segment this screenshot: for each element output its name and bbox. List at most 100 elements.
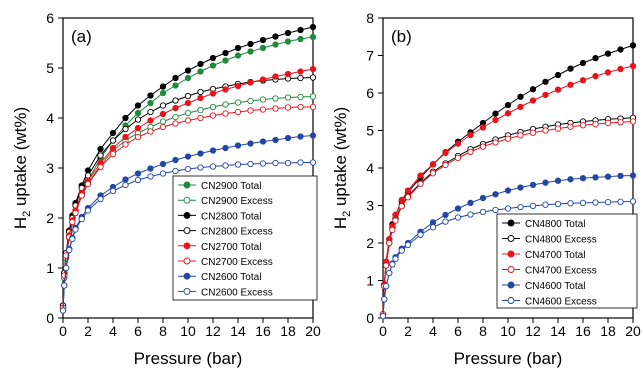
series-point <box>629 172 637 179</box>
series-point <box>297 26 304 34</box>
series-point <box>579 59 587 67</box>
series-point <box>222 144 229 152</box>
series-point <box>222 101 229 108</box>
series-point <box>604 50 612 57</box>
series-point <box>134 109 142 117</box>
series-point <box>159 110 167 118</box>
series-point <box>389 261 396 268</box>
series-point <box>404 241 412 249</box>
y-tick-label: 6 <box>366 85 374 101</box>
series-point <box>184 92 192 100</box>
series-point <box>309 65 317 73</box>
x-tick-label: 20 <box>625 323 641 339</box>
series-point <box>297 35 304 43</box>
series-point <box>209 90 217 97</box>
series-point <box>122 114 129 122</box>
x-axis-label: Pressure (bar) <box>134 349 243 368</box>
series-point <box>382 282 390 290</box>
series-point <box>97 152 104 159</box>
series-point <box>209 163 217 170</box>
x-tick-label: 0 <box>59 323 67 339</box>
series-point <box>309 159 317 166</box>
series-point <box>259 106 267 113</box>
series-point <box>284 104 292 111</box>
series-point <box>247 140 254 147</box>
series-point <box>579 174 587 182</box>
y-tick-label: 0 <box>366 310 374 326</box>
series-point <box>209 62 217 69</box>
y-tick-label: 1 <box>366 273 374 289</box>
legend-marker <box>183 242 191 250</box>
series-point <box>66 246 73 254</box>
legend-marker <box>507 235 515 242</box>
series-point <box>309 103 317 111</box>
series-point <box>467 148 474 156</box>
series-point <box>209 147 217 154</box>
series-point <box>398 196 405 204</box>
series-point <box>234 161 242 168</box>
series-point <box>454 154 462 162</box>
series-point <box>78 192 85 199</box>
series-point <box>429 224 437 231</box>
series-point <box>69 218 76 226</box>
series-point <box>197 164 204 171</box>
series-point <box>184 165 192 173</box>
x-tick-label: 20 <box>305 323 321 339</box>
series-point <box>554 125 562 132</box>
legend-marker <box>507 281 515 289</box>
series-point <box>479 124 487 131</box>
x-tick-label: 14 <box>230 323 246 339</box>
series-point <box>84 180 92 188</box>
series-point <box>492 139 499 146</box>
series-point <box>284 38 292 45</box>
x-tick-label: 6 <box>454 323 462 339</box>
series-point <box>172 82 179 89</box>
series-point <box>454 205 462 212</box>
series-point <box>504 205 512 212</box>
legend-marker <box>183 257 191 265</box>
series-point <box>492 191 499 198</box>
y-tick-label: 4 <box>46 110 54 126</box>
series-point <box>197 88 204 96</box>
series-point <box>134 133 142 141</box>
series-point <box>429 170 437 177</box>
series-point <box>184 153 192 160</box>
legend-label: CN4600 Total <box>525 281 585 292</box>
series-point <box>297 103 304 111</box>
series-point <box>554 86 562 93</box>
legend-marker <box>183 211 191 219</box>
series-point <box>309 23 317 31</box>
series-point <box>222 57 229 64</box>
series-point <box>147 128 154 135</box>
x-tick-label: 4 <box>109 323 117 339</box>
series-point <box>404 194 412 201</box>
series-point <box>222 49 229 57</box>
series-point <box>272 41 279 48</box>
legend-marker <box>183 196 191 204</box>
series-point <box>259 96 267 103</box>
series-point <box>147 92 154 99</box>
series-point <box>617 65 624 73</box>
series-point <box>542 201 549 208</box>
series-point <box>517 93 524 100</box>
series-point <box>272 33 279 40</box>
series-point <box>247 48 254 55</box>
legend-label: CN2700 Excess <box>201 257 273 268</box>
y-tick-label: 3 <box>46 160 54 176</box>
series-point <box>542 78 549 85</box>
series-point <box>629 118 637 125</box>
series-point <box>247 97 254 105</box>
series-point <box>234 44 242 52</box>
series-point <box>247 79 254 86</box>
legend-label: CN2700 Total <box>201 242 261 253</box>
series-point <box>147 165 154 172</box>
series-point <box>122 181 129 189</box>
legend-marker <box>183 181 191 189</box>
legend-marker <box>183 272 191 280</box>
series-point <box>479 194 487 202</box>
series-point <box>629 198 637 205</box>
series-point <box>109 144 117 152</box>
series-point <box>504 187 512 194</box>
